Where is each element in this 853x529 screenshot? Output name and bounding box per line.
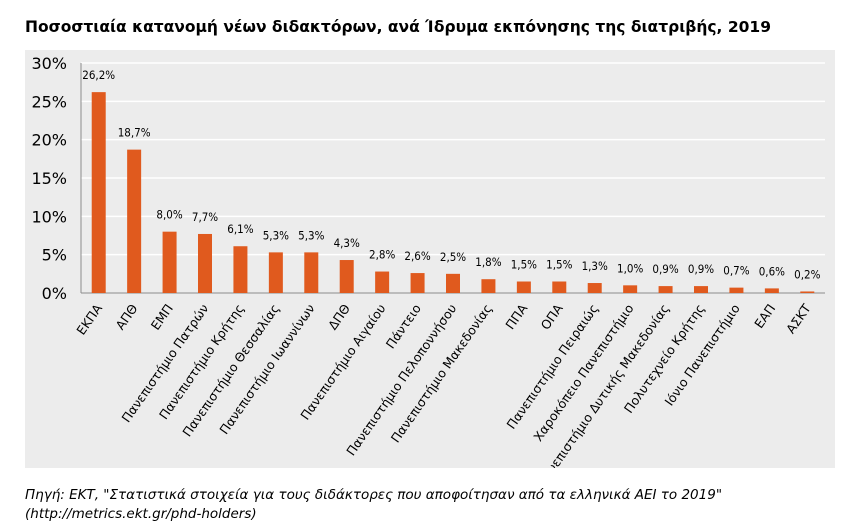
bar [268, 252, 283, 293]
data-label: 7,7% [192, 210, 218, 224]
data-label: 2,5% [440, 250, 466, 264]
bar [304, 252, 319, 293]
bar [339, 260, 354, 293]
bar [552, 281, 567, 293]
data-label: 5,3% [298, 228, 324, 242]
bar [446, 273, 460, 293]
y-tick-label: 0% [42, 284, 67, 303]
source-note: Πηγή: ΕΚΤ, "Στατιστικά στοιχεία για τους… [25, 486, 722, 524]
bar [694, 286, 708, 293]
bar [198, 233, 212, 293]
x-tick-label: ΟΠΑ [538, 301, 566, 333]
bar [127, 149, 142, 293]
bar [91, 92, 106, 293]
data-label: 6,1% [227, 222, 253, 236]
data-label: 0,2% [794, 267, 820, 281]
bar [410, 273, 425, 293]
source-url: (http://metrics.ekt.gr/phd-holders) [25, 506, 257, 522]
data-label: 8,0% [156, 208, 182, 222]
data-label: 4,3% [334, 236, 360, 250]
chart-panel: 0% 5% 10% 15% 20% 25% 30% 26,2% ΕΚΠΑ 18,7% ΑΠΘ 8,0%… [25, 50, 835, 468]
bar [481, 279, 496, 293]
data-label: 2,8% [369, 248, 395, 262]
y-tick-label: 15% [31, 169, 67, 188]
x-tick-label: ΔΠΘ [325, 301, 353, 332]
y-tick-label: 10% [31, 207, 67, 226]
y-tick-label: 20% [31, 131, 67, 150]
data-label: 1,5% [511, 258, 537, 272]
data-label: 0,6% [759, 264, 785, 278]
bar [729, 287, 744, 293]
y-tick-label: 5% [42, 246, 67, 265]
x-tick-label: ΕΚΠΑ [73, 301, 105, 338]
data-label: 1,5% [546, 258, 572, 272]
data-label: 1,0% [617, 261, 643, 275]
bar [623, 285, 638, 293]
bar [658, 286, 673, 293]
x-tick-label: ΑΣΚΤ [783, 301, 814, 336]
bar [162, 231, 177, 293]
data-label: 1,8% [475, 255, 501, 269]
x-tick-label: ΕΜΠ [148, 301, 176, 333]
source-text: Πηγή: ΕΚΤ, "Στατιστικά στοιχεία για τους… [25, 487, 723, 503]
data-label: 1,3% [582, 259, 608, 273]
data-label: 18,7% [118, 126, 151, 140]
y-tick-label: 30% [31, 54, 67, 73]
data-label: 0,7% [723, 264, 749, 278]
bar [375, 271, 390, 293]
bar [233, 246, 248, 293]
data-label: 0,9% [652, 262, 678, 276]
x-tick-label: ΑΠΘ [112, 301, 140, 332]
y-tick-label: 25% [31, 92, 67, 111]
bar [587, 283, 602, 293]
bar-chart: 0% 5% 10% 15% 20% 25% 30% 26,2% ΕΚΠΑ 18,7% ΑΠΘ 8,0%… [31, 54, 825, 468]
data-label: 0,9% [688, 262, 714, 276]
data-label: 5,3% [263, 228, 289, 242]
chart-title: Ποσοστιαία κατανομή νέων διδακτόρων, ανά… [25, 18, 771, 36]
bar [800, 291, 815, 293]
bar [764, 288, 779, 293]
x-tick-label: ΕΑΠ [751, 301, 778, 331]
bar [516, 281, 531, 293]
data-label: 26,2% [82, 68, 115, 82]
data-label: 2,6% [404, 249, 430, 263]
x-tick-label: ΠΠΑ [502, 301, 530, 332]
